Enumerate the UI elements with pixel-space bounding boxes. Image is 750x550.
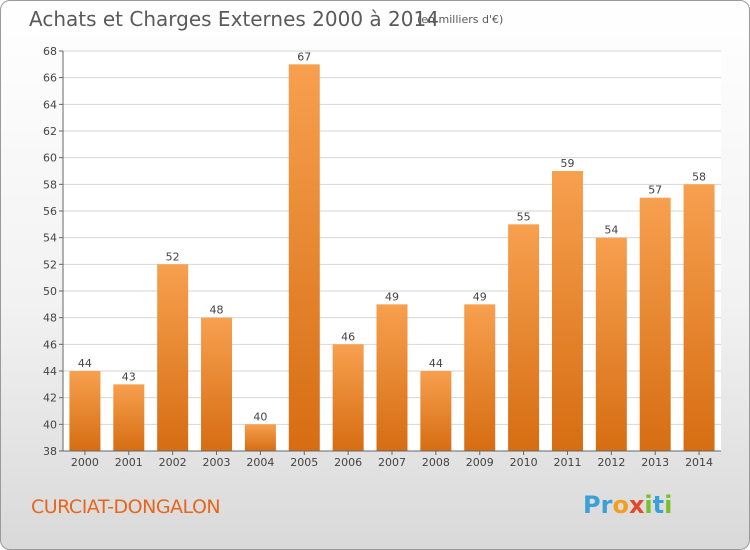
data-label: 55 xyxy=(517,210,531,223)
x-tick-label: 2014 xyxy=(685,456,713,469)
x-tick-label: 2011 xyxy=(553,456,581,469)
bar xyxy=(113,384,145,451)
x-tick-label: 2010 xyxy=(510,456,538,469)
bar xyxy=(157,264,189,451)
data-label: 46 xyxy=(341,330,355,343)
x-tick-label: 2012 xyxy=(597,456,625,469)
y-tick-label: 62 xyxy=(43,125,57,138)
logo-letter: x xyxy=(628,491,645,519)
bar xyxy=(508,224,540,451)
chart-title: Achats et Charges Externes 2000 à 2014 xyxy=(29,7,439,31)
data-label: 49 xyxy=(473,290,487,303)
logo-letter: o xyxy=(612,491,629,519)
bars xyxy=(69,64,715,452)
y-tick-label: 58 xyxy=(43,178,57,191)
x-tick-label: 2003 xyxy=(203,456,231,469)
bar xyxy=(332,344,364,451)
logo-letter: i xyxy=(644,491,653,519)
data-label: 44 xyxy=(429,357,443,370)
y-tick-label: 40 xyxy=(43,418,57,431)
bar xyxy=(244,424,276,451)
y-tick-label: 50 xyxy=(43,285,57,298)
x-tick-label: 2005 xyxy=(290,456,318,469)
proxiti-logo: Proxiti xyxy=(583,491,672,519)
y-tick-label: 68 xyxy=(43,45,57,58)
y-tick-label: 60 xyxy=(43,152,57,165)
data-label: 48 xyxy=(210,304,224,317)
y-tick-label: 54 xyxy=(43,232,57,245)
logo-letter: P xyxy=(583,491,601,519)
bar xyxy=(683,184,715,452)
bar xyxy=(551,171,583,451)
data-label: 58 xyxy=(692,170,706,183)
data-label: 43 xyxy=(122,370,136,383)
data-label: 59 xyxy=(560,157,574,170)
y-tick-label: 66 xyxy=(43,72,57,85)
bar xyxy=(288,64,320,452)
data-label: 40 xyxy=(253,410,267,423)
y-tick-label: 44 xyxy=(43,365,57,378)
logo-letter: t xyxy=(652,491,665,519)
bar xyxy=(201,317,233,451)
data-label: 67 xyxy=(297,50,311,63)
y-tick-label: 56 xyxy=(43,205,57,218)
x-tick-label: 2013 xyxy=(641,456,669,469)
x-tick-label: 2007 xyxy=(378,456,406,469)
logo-letter: r xyxy=(600,491,613,519)
y-tick-label: 52 xyxy=(43,258,57,271)
data-label: 57 xyxy=(648,184,662,197)
y-tick-label: 64 xyxy=(43,98,57,111)
data-label: 54 xyxy=(604,224,618,237)
x-tick-label: 2009 xyxy=(466,456,494,469)
y-tick-label: 38 xyxy=(43,445,57,458)
data-label: 49 xyxy=(385,290,399,303)
x-tick-label: 2004 xyxy=(246,456,274,469)
place-name: CURCIAT-DONGALON xyxy=(31,496,221,518)
bar xyxy=(595,237,627,451)
bar xyxy=(376,304,408,451)
x-tick-label: 2008 xyxy=(422,456,450,469)
y-tick-label: 48 xyxy=(43,312,57,325)
chart-subtitle: (en milliers d'€) xyxy=(417,13,504,26)
axes xyxy=(59,50,721,455)
bar xyxy=(464,304,496,451)
y-tick-label: 42 xyxy=(43,392,57,405)
data-label: 52 xyxy=(166,250,180,263)
logo-letter: i xyxy=(664,491,673,519)
labels: 38 40 42 44 46 48 50 52 54 56 58 60 62 64 66 68 44 2000 43… xyxy=(43,45,713,469)
bar xyxy=(639,197,671,451)
bar xyxy=(420,371,452,451)
x-tick-label: 2002 xyxy=(159,456,187,469)
y-tick-label: 46 xyxy=(43,338,57,351)
x-tick-label: 2000 xyxy=(71,456,99,469)
x-tick-label: 2006 xyxy=(334,456,362,469)
data-label: 44 xyxy=(78,357,92,370)
bar xyxy=(69,371,101,451)
x-tick-label: 2001 xyxy=(115,456,143,469)
